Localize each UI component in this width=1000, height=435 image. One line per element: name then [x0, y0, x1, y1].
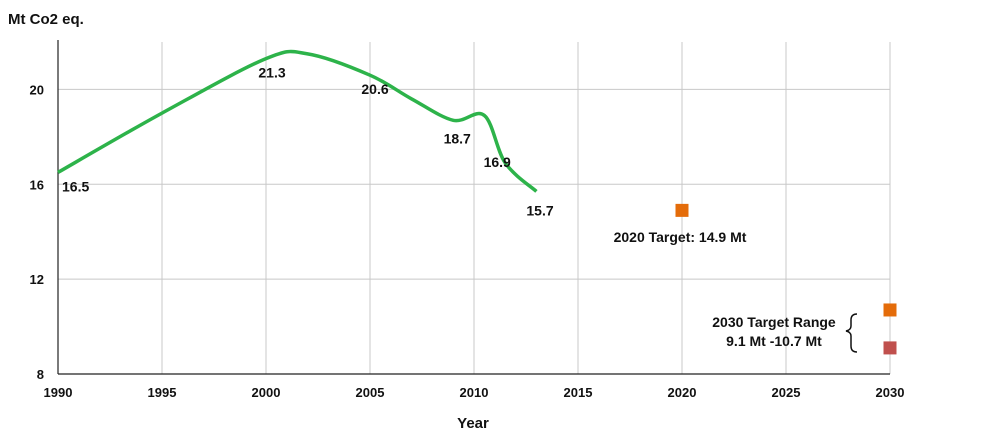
x-tick-label: 2015: [564, 385, 593, 400]
y-axis-label: Mt Co2 eq.: [8, 11, 84, 28]
range-brace: [845, 313, 858, 353]
y-tick-label: 16: [30, 177, 44, 192]
target-marker: [883, 341, 897, 355]
axes: [57, 40, 890, 375]
target-2030-range-values: 9.1 Mt -10.7 Mt: [726, 333, 822, 349]
data-label: 20.6: [361, 81, 388, 97]
x-tick-label: 2000: [252, 385, 281, 400]
target-2020-label: 2020 Target: 14.9 Mt: [614, 229, 747, 245]
data-label: 21.3: [258, 65, 285, 81]
target-marker: [883, 303, 897, 317]
data-label: 16.5: [62, 178, 89, 194]
target-marker: [675, 203, 689, 217]
x-tick-label: 2020: [668, 385, 697, 400]
y-tick-labels: 8 12 16 20: [30, 82, 44, 382]
x-tick-label: 1995: [148, 385, 177, 400]
y-tick-label: 12: [30, 272, 44, 287]
x-axis-label: Year: [457, 415, 489, 432]
target-2030-range-title: 2030 Target Range: [712, 314, 836, 330]
data-label: 16.9: [484, 154, 511, 170]
emissions-series-line: [57, 49, 538, 193]
x-tick-label: 2005: [356, 385, 385, 400]
y-tick-label: 8: [37, 367, 44, 382]
x-tick-label: 2025: [772, 385, 801, 400]
data-labels: 16.5 21.3 20.6 18.7 16.9 15.7: [62, 65, 554, 219]
x-tick-labels: 1990 1995 2000 2005 2010 2015 2020 2025 2030: [44, 385, 905, 400]
data-label: 18.7: [444, 130, 471, 146]
x-tick-label: 2030: [876, 385, 905, 400]
x-tick-label: 1990: [44, 385, 73, 400]
x-tick-label: 2010: [460, 385, 489, 400]
y-tick-label: 20: [30, 82, 44, 97]
data-label: 15.7: [526, 202, 553, 218]
target-markers: [675, 203, 897, 355]
